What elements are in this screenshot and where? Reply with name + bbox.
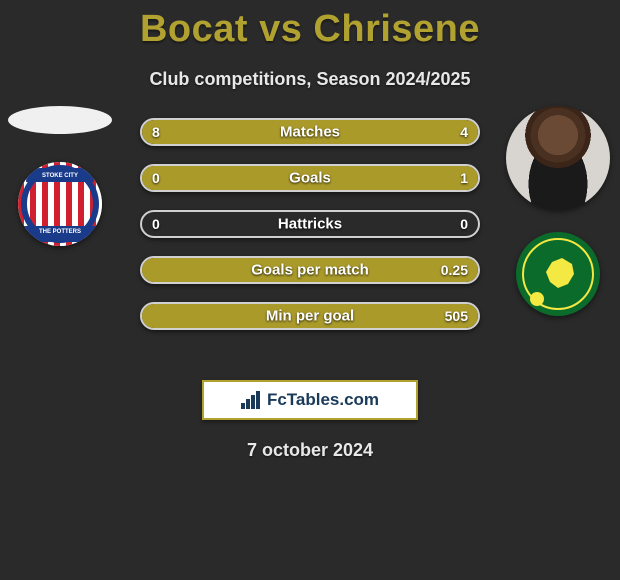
stat-row: Goals per match 0.25	[140, 256, 480, 284]
stat-value-right: 505	[445, 308, 468, 324]
stat-value-right: 0	[460, 216, 468, 232]
stat-label: Goals	[289, 170, 331, 187]
stat-label: Hattricks	[278, 216, 342, 233]
stat-row: Goals 0 1	[140, 164, 480, 192]
comparison-card: Bocat vs Chrisene Club competitions, Sea…	[0, 0, 620, 461]
left-player-column: STOKE CITY THE POTTERS	[8, 106, 112, 246]
stat-label: Matches	[280, 124, 340, 141]
stats-area: STOKE CITY THE POTTERS Matches 8 4 Goals 0 1 H…	[0, 118, 620, 368]
stat-bars: Matches 8 4 Goals 0 1 Hattricks 0 0 Goals per mat…	[140, 118, 480, 348]
subtitle: Club competitions, Season 2024/2025	[0, 69, 620, 90]
player-photo-placeholder-left	[8, 106, 112, 134]
stat-row: Matches 8 4	[140, 118, 480, 146]
page-title: Bocat vs Chrisene	[0, 0, 620, 51]
player-photo-right	[506, 106, 610, 210]
club-badge-right	[516, 232, 600, 316]
stat-label: Goals per match	[251, 262, 369, 279]
chart-icon	[241, 391, 261, 409]
stat-label: Min per goal	[266, 308, 354, 325]
stat-value-left: 0	[152, 216, 160, 232]
stat-value-right: 0.25	[441, 262, 468, 278]
stat-value-right: 4	[460, 124, 468, 140]
right-player-column	[506, 106, 610, 316]
stat-row: Hattricks 0 0	[140, 210, 480, 238]
stat-value-left: 0	[152, 170, 160, 186]
date-line: 7 october 2024	[0, 440, 620, 461]
stat-value-left: 8	[152, 124, 160, 140]
brand-text: FcTables.com	[267, 390, 379, 410]
stat-row: Min per goal 505	[140, 302, 480, 330]
brand-badge: FcTables.com	[202, 380, 418, 420]
stat-value-right: 1	[460, 170, 468, 186]
club-badge-left: STOKE CITY THE POTTERS	[18, 162, 102, 246]
